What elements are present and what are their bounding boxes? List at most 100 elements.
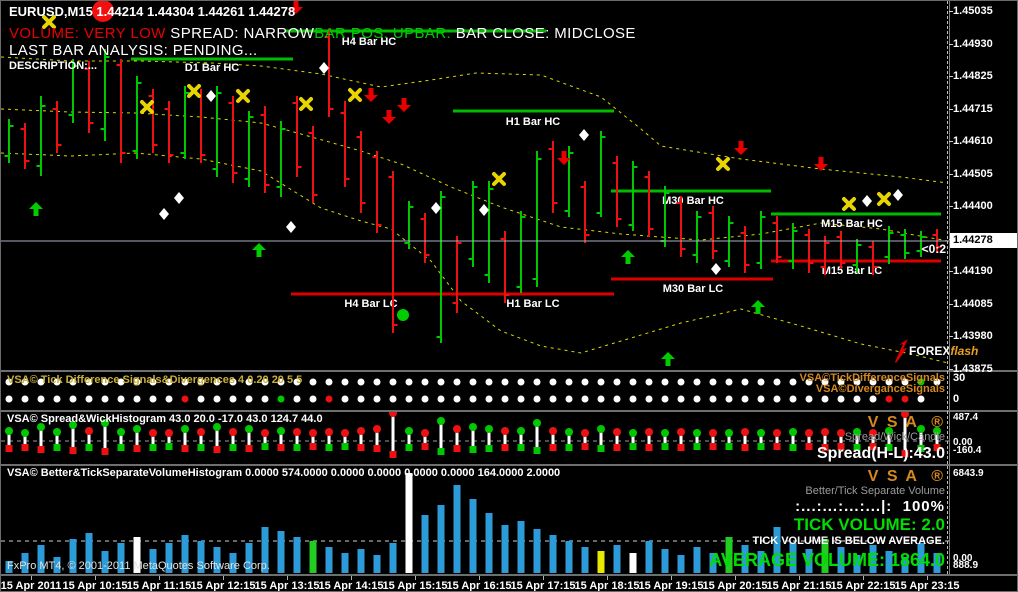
volume-bar	[229, 553, 237, 573]
tick-volume-note: TICK VOLUME IS BELOW AVERAGE.	[752, 535, 945, 547]
main-chart-pane[interactable]: D1 Bar HC H4 Bar HC H1 Bar HC M30 Bar HC M15…	[1, 1, 949, 371]
signal-dot	[917, 378, 925, 386]
signal-dot	[261, 395, 269, 403]
time-axis-tick	[927, 576, 928, 580]
signal-dot	[757, 378, 765, 386]
spread-wick-pane[interactable]	[1, 412, 949, 464]
signal-dot	[69, 395, 77, 403]
wick-bottom-square	[133, 445, 141, 452]
wick-bottom-square	[69, 447, 77, 454]
description-label: DESCRIPTION:...	[9, 60, 98, 72]
signal-dot	[245, 395, 253, 403]
signal-dot	[309, 395, 317, 403]
signal-dot	[261, 378, 269, 386]
price-chart-canvas[interactable]: D1 Bar HC H4 Bar HC H1 Bar HC M30 Bar HC M15…	[1, 1, 949, 371]
spread-top-dot	[613, 428, 621, 436]
wick-bottom-square	[213, 446, 221, 453]
signal-dot	[789, 378, 797, 386]
time-axis-label: 15 Apr 11:15	[126, 580, 192, 592]
spread-bar	[519, 431, 523, 446]
volume-bar	[149, 549, 157, 573]
signal-dot	[21, 395, 29, 403]
wick-bottom-square	[597, 445, 605, 452]
spread-top-dot	[261, 429, 269, 437]
price-axis-label: 1.44190	[953, 265, 993, 277]
wick-bottom-square	[757, 443, 765, 450]
signal-dot	[869, 395, 877, 403]
spread-bar	[471, 427, 475, 448]
level-line-label: H1 Bar LC	[506, 298, 559, 310]
diamond-signal-icon	[479, 204, 489, 216]
signal-dot	[53, 378, 61, 386]
signals-pane-title: VSA© Tick Difference Signals&Divergences…	[7, 374, 303, 386]
signals-canvas[interactable]	[1, 372, 949, 410]
spread-bar	[535, 423, 539, 449]
signal-dot	[597, 378, 605, 386]
spread-axis-max: 487.4	[953, 412, 979, 423]
wick-bottom-square	[373, 445, 381, 452]
pane-separator[interactable]	[1, 410, 1017, 412]
price-axis-tick	[949, 174, 953, 175]
signal-dot	[213, 395, 221, 403]
signal-dot	[677, 395, 685, 403]
signal-dot	[117, 395, 125, 403]
signal-dot	[181, 395, 189, 403]
wick-bottom-square	[677, 444, 685, 451]
buy-arrow-icon	[29, 202, 43, 216]
wick-bottom-square	[917, 445, 925, 452]
signal-dot	[709, 395, 717, 403]
signal-dot	[629, 395, 637, 403]
spread-top-dot	[357, 427, 365, 435]
signal-dot	[693, 378, 701, 386]
volume-bar	[773, 527, 781, 573]
signal-dot	[277, 395, 285, 403]
x-signal-icon	[236, 89, 250, 103]
wick-bottom-square	[229, 444, 237, 451]
spread-top-dot	[341, 429, 349, 437]
price-axis-tick	[949, 11, 953, 12]
green-dot-signal	[397, 309, 409, 321]
spread-wick-canvas[interactable]	[1, 412, 949, 464]
pane-separator[interactable]	[1, 464, 1017, 466]
spread-top-dot	[117, 428, 125, 436]
signals-pane[interactable]	[1, 372, 949, 410]
volume-bar	[389, 543, 397, 573]
volume-bar	[453, 485, 461, 573]
volume-bar	[709, 553, 717, 573]
spread-top-dot	[501, 427, 509, 435]
spread-bar	[327, 432, 331, 446]
volume-pane-title: VSA© Better&TickSeparateVolumeHistogram …	[7, 467, 561, 479]
spread-bar	[663, 433, 667, 445]
signal-dot	[485, 395, 493, 403]
time-axis-label: 15 Apr 16:15	[446, 580, 512, 592]
volume-pane[interactable]: FxPro MT4, © 2001-2011 MetaQuotes Softwa…	[1, 466, 949, 574]
spread-bar	[103, 423, 107, 450]
signal-dot	[517, 378, 525, 386]
wick-bottom-square	[357, 444, 365, 451]
current-price-badge: 1.44278	[950, 233, 1017, 248]
spread-top-dot	[53, 428, 61, 436]
spread-top-dot	[5, 427, 13, 435]
pane-separator[interactable]	[1, 370, 1017, 372]
level-line-label: H4 Bar LC	[344, 298, 397, 310]
barpos-status-label: BAR POS: UPBAR:	[314, 25, 452, 42]
spread-bar	[887, 431, 891, 446]
spread-bar	[7, 431, 11, 447]
volume-bar	[165, 543, 173, 573]
spread-top-dot	[629, 429, 637, 437]
volume-bar	[901, 557, 909, 573]
time-axis[interactable]: 15 Apr 2011 15 Apr 10:15 15 Apr 11:15 15 Ap…	[1, 574, 1017, 592]
spread-top-dot	[69, 421, 77, 429]
signal-dot	[437, 378, 445, 386]
spread-bar	[247, 429, 251, 447]
volume-canvas[interactable]	[1, 466, 949, 574]
spread-bar	[727, 433, 731, 445]
spread-bar	[311, 433, 315, 445]
x-signal-icon	[140, 100, 154, 114]
wick-bottom-square	[533, 447, 541, 454]
analysis-line-1: VOLUME: VERY LOW SPREAD: NARROWBAR POS: …	[9, 25, 636, 42]
signal-dot	[741, 378, 749, 386]
tick-difference-signals-label: VSA©TickDifferenceSignals	[799, 372, 945, 384]
spread-top-dot	[101, 419, 109, 427]
spread-bar	[855, 432, 859, 446]
